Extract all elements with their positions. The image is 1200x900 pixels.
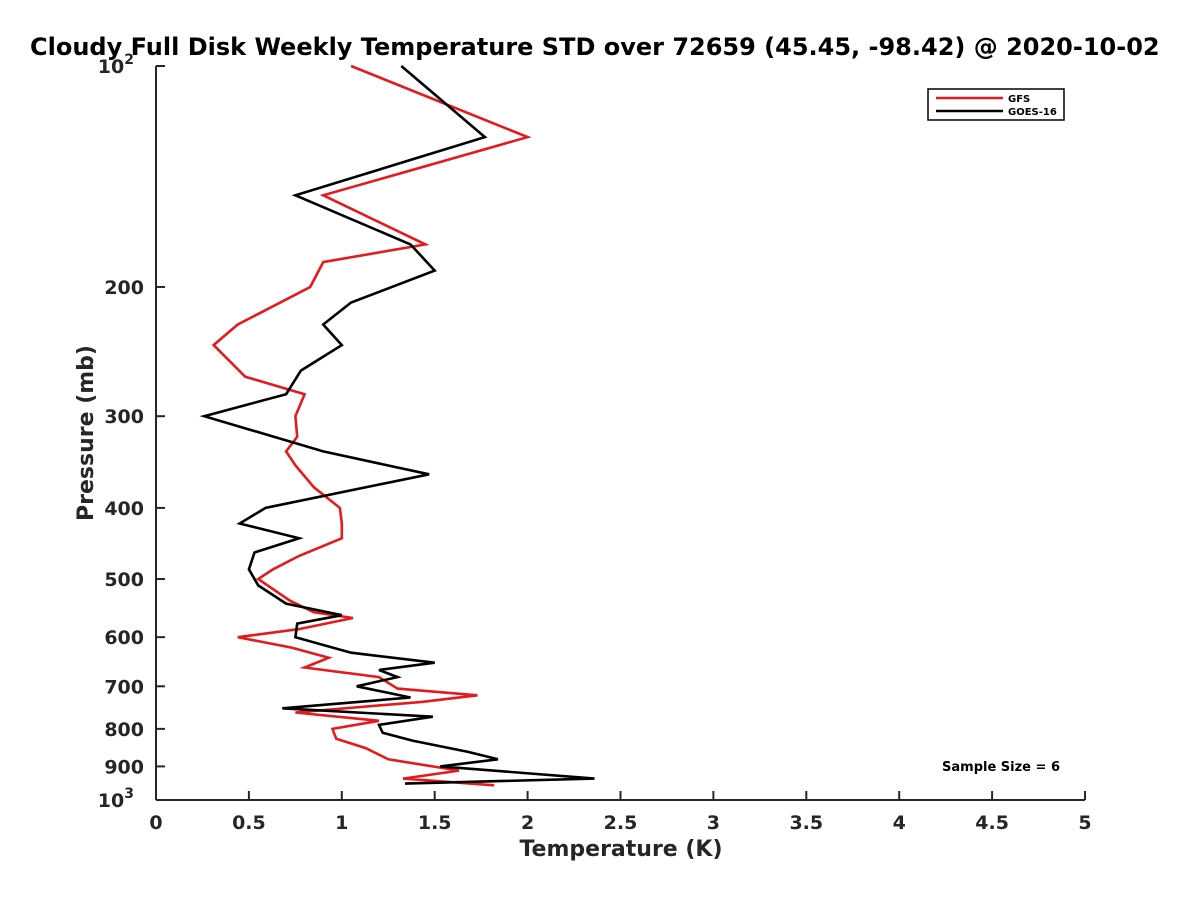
- y-tick-label: 300: [104, 406, 144, 428]
- x-tick-label: 3.5: [789, 812, 823, 834]
- y-tick-exponent: 2: [124, 52, 134, 68]
- x-tick-label: 2.5: [604, 812, 638, 834]
- y-tick-label: 103: [98, 786, 134, 812]
- x-tick-label: 4.5: [975, 812, 1009, 834]
- x-tick-label: 2: [521, 812, 534, 834]
- y-tick-label: 102: [98, 52, 134, 78]
- x-tick-label: 0.5: [232, 812, 266, 834]
- y-tick-label: 200: [104, 277, 144, 299]
- series-line-gfs: [211, 64, 532, 787]
- x-tick-label: 1: [335, 812, 348, 834]
- x-tick-label: 5: [1078, 812, 1091, 834]
- x-axis-label: Temperature (K): [519, 837, 722, 862]
- y-tick-label: 400: [104, 498, 144, 520]
- chart-title: Cloudy Full Disk Weekly Temperature STD …: [30, 33, 1160, 61]
- y-tick-base: 10: [98, 56, 124, 78]
- legend-box: [927, 88, 1065, 121]
- y-tick-base: 10: [98, 790, 124, 812]
- y-tick-label: 500: [104, 569, 144, 591]
- series-layer: [199, 64, 595, 787]
- y-tick-label: 900: [104, 756, 144, 778]
- axes: 0 0.5 1 1.5 2 2.5 3 3.5 4 4.5 51022003004005006007…: [98, 52, 1092, 834]
- legend-label: GFS: [1008, 94, 1030, 105]
- x-tick-label: 1.5: [418, 812, 452, 834]
- y-tick-label: 800: [104, 719, 144, 741]
- sample-size-note: Sample Size = 6: [942, 760, 1060, 775]
- legend-label: GOES-16: [1008, 107, 1057, 118]
- x-tick-label: 4: [893, 812, 906, 834]
- y-axis-label: Pressure (mb): [74, 345, 99, 521]
- y-tick-exponent: 3: [124, 786, 134, 802]
- y-tick-label: 600: [104, 627, 144, 649]
- x-tick-label: 3: [707, 812, 720, 834]
- y-tick-label: 700: [104, 676, 144, 698]
- legend: GFS GOES-16: [927, 88, 1065, 121]
- x-tick-label: 0: [149, 812, 162, 834]
- series-line-goes-16: [199, 65, 595, 785]
